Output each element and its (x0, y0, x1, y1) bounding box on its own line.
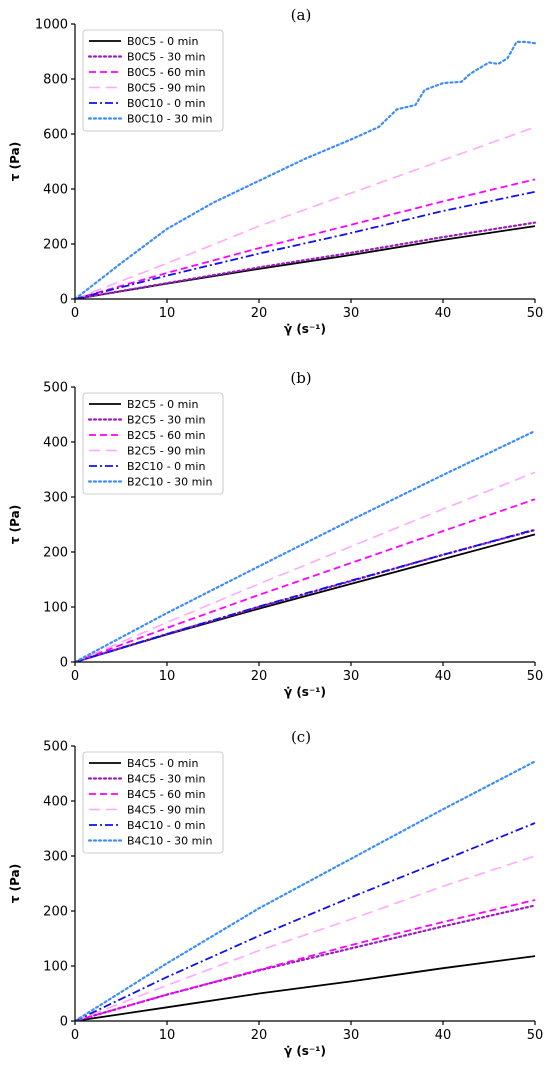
legend: B0C5 - 0 min B0C5 - 30 min B0C5 - 60 min B0… (82, 29, 224, 132)
legend-entry-label: B2C5 - 0 min (127, 398, 198, 411)
series-line-0 (75, 533, 536, 662)
x-tick-label: 40 (435, 1028, 452, 1043)
legend: B2C5 - 0 min B2C5 - 30 min B2C5 - 60 min B2… (82, 392, 224, 495)
x-tick-label: 30 (343, 306, 360, 321)
y-axis-title: τ (Pa) (8, 142, 22, 181)
x-tick-label: 10 (159, 1028, 176, 1043)
y-tick-label: 0 (60, 1015, 68, 1030)
legend-entry-label: B2C5 - 30 min (127, 414, 205, 427)
x-axis-title: γ̇ (s⁻¹) (284, 322, 326, 336)
x-tick-label: 10 (159, 669, 176, 684)
legend-box (82, 751, 224, 854)
x-tick-label: 20 (251, 1028, 268, 1043)
y-tick-label: 200 (43, 905, 68, 920)
y-tick-label: 500 (43, 740, 68, 755)
x-tick-label: 0 (71, 669, 79, 684)
y-tick-label: 1000 (35, 18, 68, 33)
x-tick-label: 20 (251, 669, 268, 684)
y-tick-label: 500 (43, 381, 68, 396)
y-tick-label: 600 (43, 128, 68, 143)
legend-box (82, 392, 224, 495)
series-group (75, 760, 537, 1021)
legend-entry-label: B2C10 - 30 min (127, 476, 212, 489)
x-tick-label: 40 (435, 306, 452, 321)
series-line-3 (75, 471, 536, 662)
x-tick-label: 0 (71, 306, 79, 321)
legend-entry-label: B0C5 - 60 min (127, 66, 205, 79)
legend-entry-label: B2C5 - 60 min (127, 429, 205, 442)
x-tick-label: 50 (527, 306, 544, 321)
y-tick-label: 400 (43, 183, 68, 198)
y-tick-label: 100 (43, 960, 68, 975)
y-tick-label: 200 (43, 238, 68, 253)
legend-entry-label: B0C5 - 0 min (127, 35, 198, 48)
legend-entry-label: B4C5 - 30 min (127, 773, 205, 786)
series-group (75, 40, 537, 299)
y-tick-label: 100 (43, 601, 68, 616)
x-axis-title: γ̇ (s⁻¹) (284, 685, 326, 699)
series-line-1 (75, 904, 537, 1021)
x-tick-label: 50 (527, 1028, 544, 1043)
y-tick-label: 400 (43, 795, 68, 810)
legend-entry-label: B4C10 - 0 min (127, 819, 205, 832)
series-line-0 (75, 955, 536, 1021)
x-tick-label: 10 (159, 306, 176, 321)
panel-label: (a) (291, 6, 312, 24)
series-line-5 (75, 40, 537, 299)
series-line-4 (75, 822, 536, 1021)
y-tick-label: 0 (60, 293, 68, 308)
y-tick-label: 200 (43, 546, 68, 561)
y-tick-label: 0 (60, 656, 68, 671)
y-axis-title: τ (Pa) (8, 505, 22, 544)
x-tick-label: 30 (343, 1028, 360, 1043)
legend-entry-label: B2C5 - 90 min (127, 445, 205, 458)
y-tick-label: 400 (43, 436, 68, 451)
legend-entry-label: B0C5 - 90 min (127, 82, 205, 95)
series-line-1 (75, 221, 537, 299)
x-tick-label: 50 (527, 669, 544, 684)
series-group (75, 429, 537, 662)
series-line-4 (75, 528, 536, 662)
legend-entry-label: B4C5 - 90 min (127, 804, 205, 817)
series-line-2 (75, 498, 536, 662)
chart-panel-0: (a) 0 10 20 30 40 50 0 200 400 600 800 1000 γ̇ (s⁻¹) τ… (8, 6, 543, 336)
series-line-2 (75, 899, 536, 1021)
y-axis-title: τ (Pa) (8, 864, 22, 903)
x-tick-label: 0 (71, 1028, 79, 1043)
series-line-4 (75, 190, 536, 299)
x-tick-label: 40 (435, 669, 452, 684)
series-line-3 (75, 126, 536, 299)
y-tick-label: 300 (43, 850, 68, 865)
legend-entry-label: B0C5 - 30 min (127, 51, 205, 64)
y-tick-label: 300 (43, 491, 68, 506)
legend-entry-label: B4C5 - 0 min (127, 757, 198, 770)
x-tick-label: 20 (251, 306, 268, 321)
x-tick-label: 30 (343, 669, 360, 684)
legend: B4C5 - 0 min B4C5 - 30 min B4C5 - 60 min B4… (82, 751, 224, 854)
y-tick-label: 800 (43, 73, 68, 88)
series-line-3 (75, 855, 536, 1021)
legend-entry-label: B0C10 - 30 min (127, 113, 212, 126)
legend-entry-label: B4C10 - 30 min (127, 835, 212, 848)
x-axis-title: γ̇ (s⁻¹) (284, 1044, 326, 1058)
panel-label: (b) (290, 369, 311, 387)
series-line-5 (75, 429, 537, 662)
legend-entry-label: B4C5 - 60 min (127, 788, 205, 801)
legend-entry-label: B2C10 - 0 min (127, 460, 205, 473)
legend-box (82, 29, 224, 132)
series-line-5 (75, 760, 537, 1021)
series-line-2 (75, 178, 536, 299)
legend-entry-label: B0C10 - 0 min (127, 97, 205, 110)
panel-label: (c) (291, 728, 311, 746)
